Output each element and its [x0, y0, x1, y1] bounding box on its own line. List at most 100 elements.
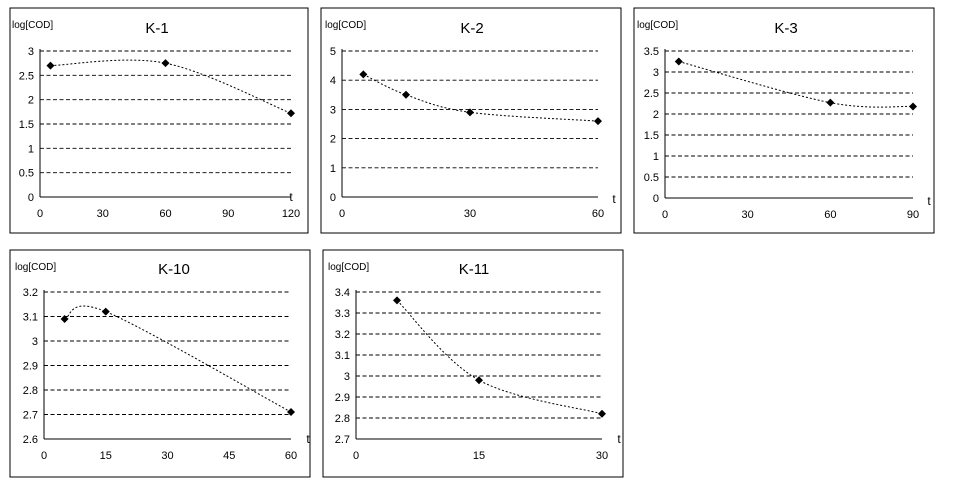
y-tick-label: 2.9 [23, 361, 38, 373]
y-tick-label: 1 [653, 151, 659, 163]
y-tick-label: 2.5 [19, 70, 34, 82]
y-tick-label: 3 [344, 371, 350, 383]
data-point [402, 90, 410, 99]
y-axis-label: log[COD] [637, 20, 678, 31]
y-tick-label: 2 [653, 109, 659, 121]
chart-frame [320, 7, 622, 234]
y-tick-label: 2 [28, 95, 34, 107]
y-tick-label: 2.8 [23, 385, 38, 397]
chart-title: K-2 [460, 20, 483, 37]
data-point [287, 109, 295, 118]
y-tick-label: 0 [330, 192, 336, 204]
y-tick-label: 3.1 [23, 312, 38, 324]
x-tick-label: 0 [339, 208, 345, 220]
data-point [60, 314, 69, 323]
y-tick-label: 0.5 [644, 172, 659, 184]
x-tick-label: 60 [824, 209, 836, 221]
y-tick-label: 5 [330, 46, 336, 58]
x-tick-label: 30 [161, 450, 173, 462]
y-tick-label: 0.5 [19, 168, 34, 180]
x-tick-label: 60 [592, 208, 604, 220]
chart-frame [633, 7, 935, 234]
x-axis-label: t [617, 432, 621, 446]
chart-panel-5: 2.7 2.8 2.9 3 3.1 3.2 3.3 3.4 0 15 30 K-11 log[COD] t [322, 249, 624, 478]
y-tick-label: 2 [330, 134, 336, 146]
y-tick-label: 3.1 [335, 350, 350, 362]
y-axis-label: log[COD] [328, 262, 369, 273]
x-axis-label: t [927, 194, 931, 208]
y-tick-label: 1.5 [644, 130, 659, 142]
x-tick-label: 45 [223, 450, 235, 462]
data-point [594, 117, 602, 126]
y-tick-label: 2.8 [335, 413, 350, 425]
x-tick-label: 60 [285, 450, 297, 462]
data-point [101, 307, 110, 316]
y-tick-label: 1.5 [19, 119, 34, 131]
chart-panel-3: 0 0.5 1 1.5 2 2.5 3 3.5 0 30 60 90 K-3 log[COD] t [633, 7, 935, 234]
y-axis-label: log[COD] [15, 262, 56, 273]
data-point [466, 108, 474, 117]
y-tick-label: 2.7 [335, 434, 350, 446]
data-point [46, 61, 55, 70]
y-tick-label: 3.5 [644, 46, 659, 58]
x-axis-label: t [612, 192, 616, 206]
series-line [363, 73, 599, 122]
y-tick-label: 3.3 [335, 308, 350, 320]
series-line [50, 59, 292, 114]
y-tick-label: 1 [330, 163, 336, 175]
x-tick-label: 30 [742, 209, 754, 221]
chart-frame [322, 249, 624, 478]
data-point [475, 376, 483, 385]
series-line [678, 61, 914, 108]
x-tick-label: 15 [473, 450, 485, 462]
y-tick-label: 2.7 [23, 410, 38, 422]
data-point [909, 102, 917, 111]
data-point [826, 98, 835, 107]
y-tick-label: 2.6 [23, 434, 38, 446]
y-tick-label: 2.5 [644, 88, 659, 100]
x-tick-label: 30 [464, 208, 476, 220]
series-line [396, 300, 603, 415]
chart-title: K-3 [774, 20, 797, 37]
y-tick-label: 3.2 [23, 287, 38, 299]
chart-panel-4: 2.6 2.7 2.8 2.9 3 3.1 3.2 0 15 30 45 60 K-10 log[COD]… [9, 249, 311, 478]
data-point [359, 70, 368, 79]
y-tick-label: 3 [28, 46, 34, 58]
data-point [393, 296, 401, 305]
x-tick-label: 0 [353, 450, 359, 462]
y-tick-label: 3.4 [335, 287, 350, 299]
chart-title: K-11 [459, 261, 490, 278]
y-tick-label: 3 [330, 104, 336, 116]
chart-panel-2: 0 1 2 3 4 5 0 30 60 K-2 log[COD] t [320, 7, 622, 234]
y-tick-label: 2.9 [335, 392, 350, 404]
chart-frame [9, 249, 311, 478]
x-tick-label: 30 [97, 208, 109, 220]
y-tick-label: 4 [330, 75, 336, 87]
y-tick-label: 3 [32, 336, 38, 348]
y-axis-label: log[COD] [325, 20, 366, 31]
x-tick-label: 30 [596, 450, 608, 462]
x-tick-label: 0 [662, 209, 668, 221]
data-point [674, 57, 683, 66]
x-axis-label: t [306, 432, 310, 446]
chart-title: K-1 [145, 20, 168, 37]
data-point [598, 409, 606, 418]
x-tick-label: 15 [100, 450, 112, 462]
y-tick-label: 1 [28, 143, 34, 155]
chart-frame [9, 7, 309, 234]
y-tick-label: 3 [653, 67, 659, 79]
chart-title: K-10 [158, 261, 190, 278]
x-axis-label: t [289, 190, 293, 204]
data-point [161, 59, 170, 68]
x-tick-label: 60 [159, 208, 171, 220]
data-point [287, 408, 295, 417]
x-tick-label: 120 [282, 208, 300, 220]
y-tick-label: 0 [653, 193, 659, 205]
y-axis-label: log[COD] [12, 20, 53, 31]
x-tick-label: 90 [907, 209, 919, 221]
x-tick-label: 0 [41, 450, 47, 462]
x-tick-label: 90 [222, 208, 234, 220]
series-line [64, 305, 292, 413]
